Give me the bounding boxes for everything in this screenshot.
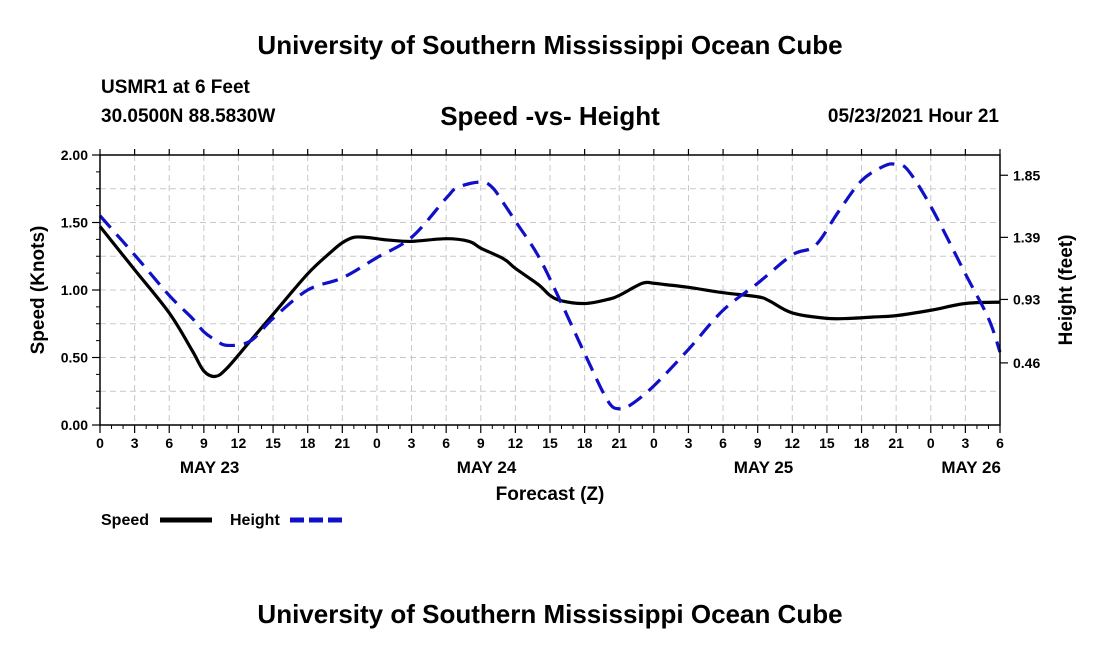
station-label: USMR1 at 6 Feet xyxy=(101,77,250,98)
x-tick-label: 6 xyxy=(165,435,173,451)
x-tick-label: 3 xyxy=(961,435,969,451)
x-tick-label: 9 xyxy=(754,435,762,451)
x-tick-label: 0 xyxy=(650,435,658,451)
axes: 0 3 6 9 12 15 18 21 0 3 6 9 12 15 18 21 0 3 6 9 12 15 18 21 0 3 6M… xyxy=(61,147,1041,477)
x-tick-label: 3 xyxy=(408,435,416,451)
date-label: MAY 24 xyxy=(457,458,517,477)
x-tick-label: 6 xyxy=(442,435,450,451)
y-axis-label: Speed (Knots) xyxy=(28,226,49,355)
x-tick-label: 9 xyxy=(477,435,485,451)
legend: Speed Height xyxy=(101,512,342,529)
x-tick-label: 6 xyxy=(719,435,727,451)
x-tick-label: 18 xyxy=(300,435,316,451)
x-tick-label: 12 xyxy=(508,435,524,451)
date-label: MAY 23 xyxy=(180,458,240,477)
x-tick-label: 21 xyxy=(335,435,351,451)
chart-title-bottom: University of Southern Mississippi Ocean… xyxy=(257,599,843,629)
x-tick-label: 12 xyxy=(785,435,801,451)
grid xyxy=(100,155,1000,425)
x-tick-label: 12 xyxy=(231,435,247,451)
y-tick-label: 1.50 xyxy=(61,215,88,231)
date-label: MAY 26 xyxy=(941,458,1001,477)
x-tick-label: 15 xyxy=(819,435,835,451)
x-tick-label: 0 xyxy=(96,435,104,451)
x-tick-label: 9 xyxy=(200,435,208,451)
y2-tick-label: 1.85 xyxy=(1013,167,1040,183)
x-tick-label: 0 xyxy=(373,435,381,451)
chart-subtitle: Speed -vs- Height xyxy=(440,101,660,131)
x-tick-label: 18 xyxy=(577,435,593,451)
x-axis-label: Forecast (Z) xyxy=(496,484,605,505)
y2-tick-label: 0.93 xyxy=(1013,291,1040,307)
forecast-datetime: 05/23/2021 Hour 21 xyxy=(827,106,999,127)
x-tick-label: 6 xyxy=(996,435,1004,451)
series-layer xyxy=(98,162,1002,411)
x-tick-label: 3 xyxy=(131,435,139,451)
y2-tick-label: 0.46 xyxy=(1013,355,1040,371)
x-tick-label: 3 xyxy=(685,435,693,451)
y-tick-label: 2.00 xyxy=(61,147,88,163)
legend-label-height: Height xyxy=(230,512,280,529)
x-tick-label: 15 xyxy=(265,435,281,451)
x-tick-label: 21 xyxy=(888,435,904,451)
date-label: MAY 25 xyxy=(734,458,794,477)
y2-tick-label: 1.39 xyxy=(1013,229,1040,245)
x-tick-label: 0 xyxy=(927,435,935,451)
x-tick-label: 18 xyxy=(854,435,870,451)
legend-label-speed: Speed xyxy=(101,512,149,529)
y-tick-label: 0.50 xyxy=(61,350,88,366)
y-tick-label: 0.00 xyxy=(61,417,88,433)
x-tick-label: 21 xyxy=(611,435,627,451)
x-tick-label: 15 xyxy=(542,435,558,451)
station-coordinates: 30.0500N 88.5830W xyxy=(101,106,276,127)
y2-axis-label: Height (feet) xyxy=(1056,235,1077,346)
chart-title-top: University of Southern Mississippi Ocean… xyxy=(257,30,843,60)
y-tick-label: 1.00 xyxy=(61,282,88,298)
